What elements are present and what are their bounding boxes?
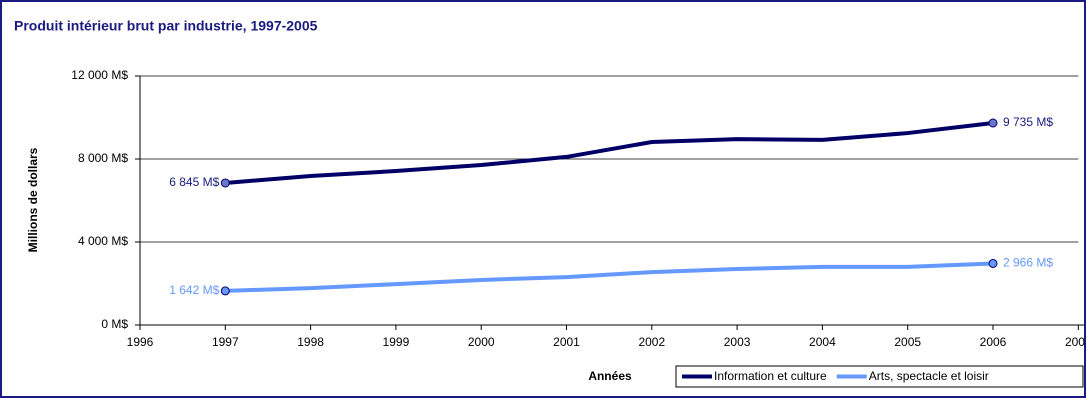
- point-marker: [988, 118, 998, 128]
- y-tick-label: 8 000 M$: [78, 151, 128, 165]
- y-tick-label: 4 000 M$: [78, 234, 128, 248]
- x-tick-label: 2003: [724, 335, 751, 349]
- x-tick-label: 2000: [468, 335, 495, 349]
- x-tick-label: 1999: [383, 335, 410, 349]
- data-label: 9 735 M$: [1003, 115, 1053, 129]
- y-axis-title: Millions de dollars: [26, 147, 40, 252]
- series-line: [225, 121, 994, 185]
- data-label: 6 845 M$: [169, 175, 219, 189]
- x-tick-label: 2004: [809, 335, 836, 349]
- x-tick-label: 1996: [127, 335, 154, 349]
- x-tick-label: 2002: [638, 335, 665, 349]
- chart-title: Produit intérieur brut par industrie, 19…: [14, 18, 318, 34]
- x-tick-label: 2001: [553, 335, 580, 349]
- legend-label: Information et culture: [714, 369, 827, 383]
- legend-box: [675, 365, 1084, 388]
- series-line: [225, 261, 994, 293]
- x-tick-label: 1997: [212, 335, 239, 349]
- y-tick-label: 0 M$: [101, 317, 128, 331]
- x-tick-label: 2006: [980, 335, 1007, 349]
- data-label: 1 642 M$: [169, 283, 219, 297]
- point-marker: [220, 178, 230, 188]
- y-tick-label: 12 000 M$: [71, 68, 128, 82]
- x-axis-title: Années: [588, 369, 632, 383]
- point-marker: [988, 258, 998, 268]
- legend-label: Arts, spectacle et loisir: [869, 369, 989, 383]
- x-tick-label: 1998: [297, 335, 324, 349]
- x-tick-label: 2007: [1065, 335, 1086, 349]
- data-label: 2 966 M$: [1003, 256, 1053, 270]
- x-tick-label: 2005: [894, 335, 921, 349]
- point-marker: [220, 286, 230, 296]
